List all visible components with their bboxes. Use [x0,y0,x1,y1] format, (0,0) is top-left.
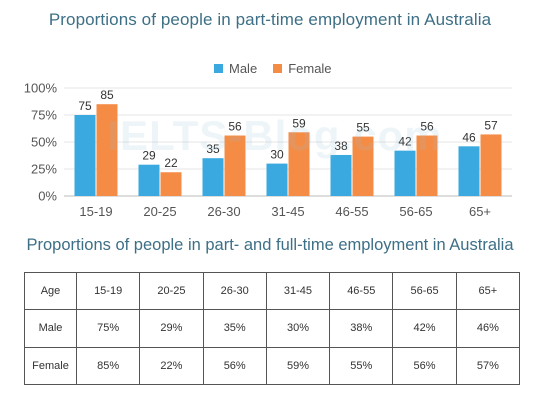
table-cell: 56% [202,346,267,386]
bar-female [480,134,502,196]
y-tick-label: 0% [38,189,57,204]
table-cell: 56% [392,346,457,386]
bar-male [138,164,160,196]
table-cell: 75% [75,309,141,348]
table-cell: 85% [75,346,141,386]
legend-label-female: Female [288,60,332,76]
table-cell: 26-30 [202,271,267,311]
chart-legend: Male Female [214,59,332,77]
legend-label-male: Male [229,60,258,76]
x-tick-label: 20-25 [143,204,176,219]
row-label-cell: Age [24,271,77,311]
table-cell: 55% [329,346,394,386]
table-cell: 38% [329,309,394,348]
table-cell: 65+ [455,271,521,311]
table-cell: 35% [202,309,267,348]
table-cell: 57% [455,346,521,386]
data-label-female: 59 [292,116,306,130]
data-table: Age 15-19 20-25 26-30 31-45 46-55 56-65 65+ Male… [24,271,521,386]
data-label-female: 85 [100,88,114,102]
table-cell: 56-65 [392,271,457,311]
chart-title: Proportions of people in part-time emplo… [48,10,492,29]
data-label-male: 35 [206,142,220,156]
y-tick-label: 100% [24,81,58,96]
bar-female [96,104,118,196]
y-tick-label: 75% [31,108,57,123]
bar-male [458,146,480,196]
x-tick-label: 31-45 [271,204,304,219]
bar-male [394,150,416,196]
x-tick-label: 46-55 [335,204,368,219]
row-label-cell: Female [24,346,77,386]
table-cell: 30% [265,309,331,348]
data-label-male: 29 [142,149,156,163]
bar-male [330,154,352,196]
bar-female [352,136,374,196]
table-cell: 46-55 [329,271,394,311]
x-tick-label: 26-30 [207,204,240,219]
data-label-male: 30 [270,148,284,162]
bar-chart: 0% 25% 50% 75% 100% 75 85 15-19 29 22 20-25 35 56 26-… [24,81,512,219]
table-cell: 59% [265,346,331,386]
x-tick-label: 65+ [469,204,491,219]
data-label-male: 42 [398,135,412,149]
table-row: Female 85% 22% 56% 59% 55% 56% 57% [24,346,521,386]
data-label-female: 56 [420,120,434,134]
bar-female [288,132,310,196]
bar-male [202,158,224,196]
bar-female [160,172,182,196]
bar-female [416,135,438,196]
legend-item-male: Male [214,61,257,76]
row-label-cell: Male [24,309,77,348]
y-tick-label: 50% [31,135,57,150]
data-label-male: 75 [78,99,92,113]
data-label-male: 38 [334,139,348,153]
bar-male [266,163,288,196]
data-label-female: 22 [164,156,178,170]
legend-swatch-female [273,63,283,73]
table-cell: 46% [455,309,521,348]
legend-item-female: Female [273,60,332,76]
table-header-row: Age 15-19 20-25 26-30 31-45 46-55 56-65 65+ [24,271,521,311]
table-cell: 42% [392,309,457,348]
bar-male [74,115,96,196]
x-tick-label: 56-65 [399,204,432,219]
data-label-female: 56 [228,120,242,134]
data-label-male: 46 [462,130,476,144]
x-tick-label: 15-19 [79,204,112,219]
table-row: Male 75% 29% 35% 30% 38% 42% 46% [24,309,521,348]
bar-female [224,135,246,196]
table-title: Proportions of people in part- and full-… [26,236,514,254]
data-label-female: 55 [356,121,370,135]
table-cell: 31-45 [265,271,331,311]
table-cell: 20-25 [139,271,204,311]
table-cell: 15-19 [75,271,141,311]
table-cell: 22% [139,346,204,386]
legend-swatch-male [214,63,223,73]
data-label-female: 57 [484,118,498,132]
y-tick-label: 25% [31,162,57,177]
table-cell: 29% [139,309,204,348]
